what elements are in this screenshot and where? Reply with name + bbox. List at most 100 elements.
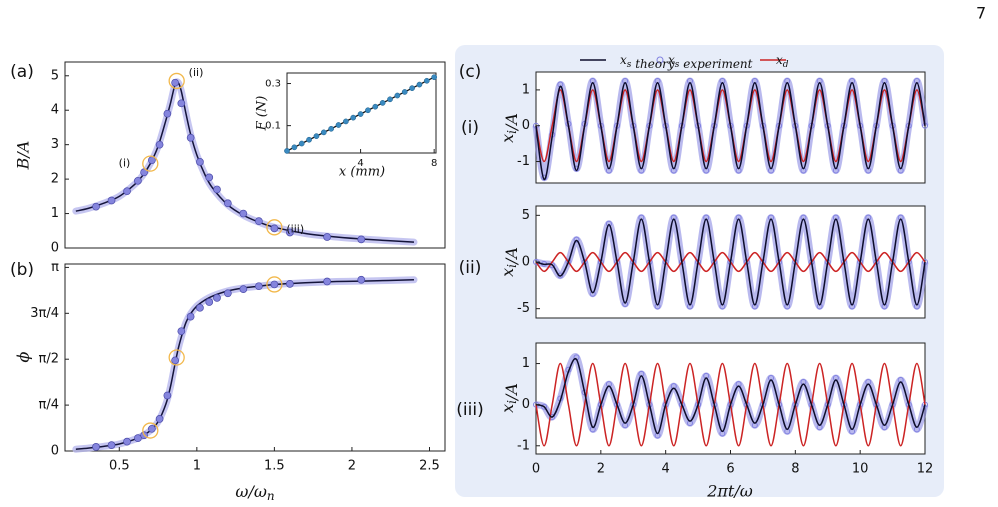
- data-point: [270, 280, 279, 289]
- x-tick-label: 1: [193, 459, 201, 474]
- data-point: [394, 92, 401, 99]
- data-point: [313, 133, 320, 140]
- series-line: [535, 357, 926, 435]
- data-point: [913, 303, 920, 310]
- y-tick-label: 5: [51, 68, 59, 83]
- data-point: [423, 77, 430, 84]
- highlight-circle: [266, 276, 283, 293]
- data-point: [213, 185, 221, 194]
- data-point: [638, 214, 645, 221]
- legend-label: xd: [776, 53, 789, 70]
- row-label: (i): [461, 118, 479, 138]
- highlight-circle: [142, 155, 159, 172]
- data-point: [298, 140, 305, 147]
- data-point: [897, 214, 904, 221]
- annotation: (ii): [189, 66, 204, 79]
- y-axis-label: xi/A: [498, 113, 521, 143]
- plot-area: [72, 78, 418, 246]
- plot-area: [284, 74, 438, 154]
- data-point: [605, 220, 612, 227]
- x-tick-label: 2: [348, 459, 356, 474]
- y-tick-label: 0: [51, 444, 59, 459]
- data-point: [343, 118, 349, 125]
- data-point: [286, 280, 294, 288]
- data-point: [196, 158, 204, 166]
- data-point: [323, 277, 331, 286]
- highlight-circle: [168, 72, 185, 90]
- y-tick-label: π: [51, 260, 59, 275]
- y-tick-label: 3: [51, 137, 59, 152]
- y-axis-label: B/A: [14, 141, 33, 171]
- data-point: [589, 290, 596, 297]
- y-tick-label: 0: [522, 397, 530, 412]
- panel-label: (c): [459, 62, 482, 82]
- series-line: [535, 81, 926, 181]
- data-point: [865, 214, 872, 221]
- data-point: [849, 303, 856, 310]
- y-axis-label: ϕ: [14, 351, 33, 362]
- data-point: [565, 258, 572, 265]
- y-tick-label: 1: [522, 356, 530, 371]
- plot-area: [532, 77, 929, 182]
- data-point: [134, 176, 142, 185]
- data-point: [379, 100, 386, 106]
- data-point: [784, 303, 791, 310]
- y-tick-label: -1: [517, 438, 530, 453]
- x-tick-label: 1.5: [264, 459, 285, 474]
- page-number: 7: [976, 4, 986, 23]
- data-point: [719, 303, 726, 310]
- data-point: [255, 217, 263, 225]
- series-line: [535, 218, 926, 306]
- data-point: [291, 144, 298, 151]
- y-tick-label: 1: [51, 206, 59, 221]
- data-point: [557, 272, 564, 279]
- x-tick-label: 4: [357, 158, 363, 169]
- x-tick-label: 4: [662, 462, 670, 477]
- plot-frame: [64, 263, 446, 452]
- y-tick-label: 0.3: [265, 79, 281, 90]
- data-point: [123, 187, 131, 196]
- x-tick-label: 8: [431, 158, 437, 169]
- x-tick-label: 12: [917, 462, 934, 477]
- x-tick-label: 2.5: [419, 459, 440, 474]
- y-axis-label: xi/A: [498, 383, 521, 413]
- data-point: [335, 122, 342, 128]
- data-point: [286, 228, 294, 237]
- x-tick-label: 8: [791, 462, 799, 477]
- plot-area: [533, 214, 929, 310]
- y-tick-label: 0: [522, 118, 530, 133]
- data-point: [768, 214, 775, 221]
- y-tick-label: -5: [517, 301, 530, 316]
- y-tick-label: π/4: [39, 398, 59, 413]
- data-point: [401, 89, 408, 95]
- data-point: [155, 415, 164, 423]
- x-tick-label: 2: [597, 462, 605, 477]
- data-point: [357, 111, 364, 117]
- data-point: [123, 437, 131, 446]
- y-axis-label: F (N): [255, 96, 270, 132]
- legend-swatch: [656, 56, 664, 64]
- plot-area: [72, 275, 418, 453]
- data-point: [541, 403, 548, 410]
- data-point: [186, 312, 195, 321]
- data-point: [409, 85, 415, 92]
- y-tick-label: -1: [517, 154, 530, 169]
- data-point: [224, 199, 232, 208]
- data-point: [107, 441, 116, 450]
- data-point: [196, 303, 204, 312]
- data-point: [431, 74, 438, 81]
- x-tick-label: 10: [852, 462, 869, 477]
- y-tick-label: 0.1: [265, 121, 281, 132]
- y-tick-label: π/2: [39, 352, 59, 367]
- data-point: [881, 303, 888, 310]
- annotation: (iii): [286, 222, 304, 235]
- data-point: [224, 289, 232, 298]
- data-point: [654, 303, 661, 310]
- x-tick-label: 0: [532, 462, 540, 477]
- data-point: [270, 224, 279, 233]
- data-point: [155, 140, 164, 149]
- data-point: [255, 282, 263, 291]
- data-point: [670, 214, 677, 221]
